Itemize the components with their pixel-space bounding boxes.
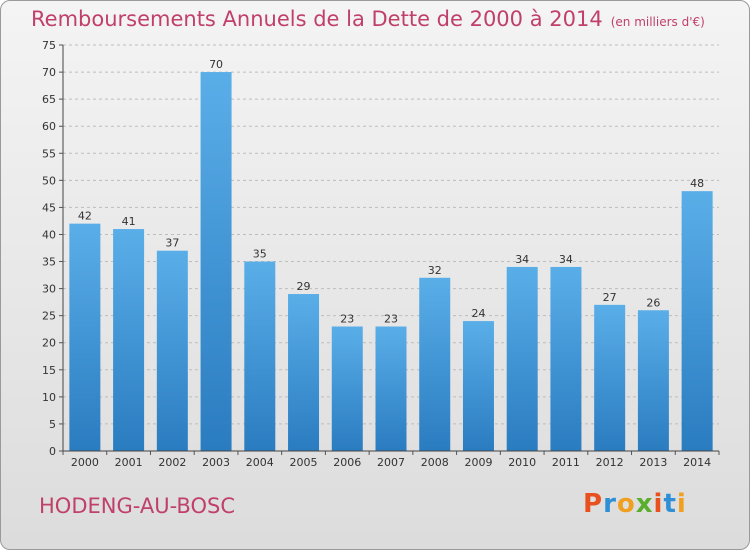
value-label-2001: 41 (122, 215, 136, 228)
x-tick-label-2007: 2007 (377, 456, 405, 469)
bar-2002 (156, 250, 188, 451)
x-tick-label-2002: 2002 (158, 456, 186, 469)
bars (69, 72, 713, 452)
value-label-2005: 29 (297, 280, 311, 293)
x-tick-label-2014: 2014 (683, 456, 711, 469)
logo-letter: P (583, 489, 604, 519)
value-label-2008: 32 (428, 264, 442, 277)
x-tick-label-2004: 2004 (246, 456, 274, 469)
y-tick-label: 5 (49, 418, 56, 431)
axes (62, 45, 719, 452)
bar-2014 (681, 191, 713, 451)
x-tick-label-2012: 2012 (596, 456, 624, 469)
y-tick-label: 45 (42, 201, 56, 214)
value-label-2000: 42 (78, 210, 92, 223)
x-tick-label-2009: 2009 (464, 456, 492, 469)
y-tick-label: 10 (42, 391, 56, 404)
value-label-2011: 34 (559, 253, 573, 266)
value-label-2003: 70 (209, 58, 223, 71)
y-tick-label: 0 (49, 445, 56, 458)
y-tick-label: 55 (42, 147, 56, 160)
bar-2004 (244, 261, 276, 451)
bar-2007 (375, 326, 407, 451)
x-tick-label-2003: 2003 (202, 456, 230, 469)
commune-name: HODENG-AU-BOSC (39, 494, 235, 518)
bar-2009 (462, 321, 494, 451)
x-tick-label-2013: 2013 (639, 456, 667, 469)
bar-2005 (288, 294, 320, 451)
logo-letter: i (653, 489, 664, 519)
chart-subtitle: (en milliers d'€) (610, 15, 705, 29)
x-tick-label-2000: 2000 (71, 456, 99, 469)
bar-2013 (637, 310, 669, 451)
x-tick-label-2001: 2001 (115, 456, 143, 469)
bar-2008 (419, 277, 451, 451)
bar-2010 (506, 266, 538, 451)
value-labels: 42 41 37 70 35 29 23 23 32 24 34 34 27 26 48 (78, 58, 704, 325)
y-tick-label: 15 (42, 364, 56, 377)
value-label-2010: 34 (515, 253, 529, 266)
value-label-2006: 23 (340, 312, 354, 325)
y-tick-label: 75 (42, 39, 56, 52)
x-tick-label-2011: 2011 (552, 456, 580, 469)
x-tick-label-2008: 2008 (421, 456, 449, 469)
y-tick-label: 60 (42, 120, 56, 133)
y-tick-label: 25 (42, 310, 56, 323)
value-label-2002: 37 (165, 237, 179, 250)
x-tick-label-2006: 2006 (333, 456, 361, 469)
bar-2003 (200, 72, 232, 452)
x-tick-label-2010: 2010 (508, 456, 536, 469)
bar-2012 (594, 304, 626, 451)
x-axis-ticks: 2000 2001 2002 2003 2004 2005 2006 2007 2008 2009… (62, 451, 720, 469)
bar-2001 (113, 229, 145, 451)
chart-title-text: Remboursements Annuels de la Dette de 20… (31, 7, 603, 31)
value-label-2004: 35 (253, 248, 267, 261)
y-axis-ticks: 0 5 10 15 20 25 30 35 40 45 50 55 60 65 70 75 (42, 39, 63, 458)
value-label-2014: 48 (690, 177, 704, 190)
y-tick-label: 70 (42, 66, 56, 79)
value-label-2013: 26 (646, 296, 660, 309)
bar-2000 (69, 223, 101, 451)
y-tick-label: 50 (42, 174, 56, 187)
logo-letter: i (676, 489, 687, 519)
logo-letter: r (603, 489, 617, 519)
y-tick-label: 20 (42, 337, 56, 350)
x-tick-label-2005: 2005 (290, 456, 318, 469)
proxiti-logo: Proxiti (583, 489, 687, 519)
bar-2006 (331, 326, 363, 451)
logo-letter: t (663, 489, 677, 519)
y-tick-label: 40 (42, 228, 56, 241)
chart-title: Remboursements Annuels de la Dette de 20… (31, 7, 705, 31)
value-label-2012: 27 (603, 291, 617, 304)
y-tick-label: 65 (42, 93, 56, 106)
y-tick-label: 35 (42, 256, 56, 269)
bar-2011 (550, 266, 582, 451)
logo-letter: x (635, 489, 654, 519)
value-label-2009: 24 (471, 307, 485, 320)
y-tick-label: 30 (42, 283, 56, 296)
logo-letter: o (616, 489, 636, 519)
value-label-2007: 23 (384, 312, 398, 325)
